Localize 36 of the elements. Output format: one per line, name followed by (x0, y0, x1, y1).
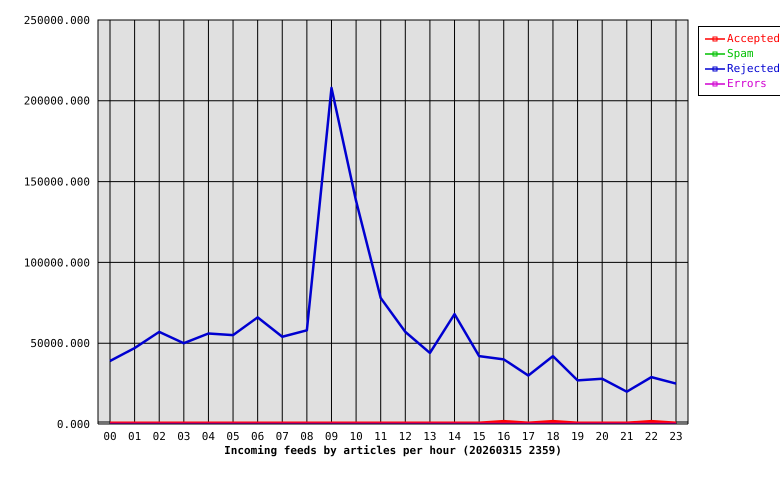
y-tick-label: 250000.000 (24, 14, 90, 27)
x-tick-label: 06 (251, 430, 264, 443)
x-tick-label: 07 (276, 430, 289, 443)
x-tick-label: 18 (546, 430, 560, 443)
x-tick-label: 11 (374, 430, 388, 443)
x-tick-label: 02 (152, 430, 166, 443)
x-tick-label: 23 (669, 430, 683, 443)
x-tick-label: 04 (202, 430, 216, 443)
y-tick-label: 50000.000 (30, 337, 90, 350)
x-tick-label: 21 (620, 430, 634, 443)
x-tick-label: 09 (324, 430, 338, 443)
x-tick-label: 08 (300, 430, 314, 443)
legend-label: Rejected (727, 61, 780, 76)
x-tick-label: 05 (226, 430, 240, 443)
x-tick-label: 16 (497, 430, 510, 443)
line-series (108, 86, 678, 393)
x-tick-label: 10 (349, 430, 363, 443)
x-tick-label: 22 (644, 430, 658, 443)
x-axis-title: Incoming feeds by articles per hour (20260315 2359) (223, 444, 563, 457)
x-tick-label: 13 (423, 430, 437, 443)
legend-label: Spam (727, 46, 754, 61)
y-tick-label: 0.000 (56, 418, 90, 431)
x-tick-label: 17 (522, 430, 535, 443)
x-tick-label: 15 (472, 430, 486, 443)
x-tick-label: 20 (596, 430, 609, 443)
x-tick-label: 12 (398, 430, 412, 443)
x-tick-label: 19 (570, 430, 584, 443)
y-tick-label: 200000.000 (24, 94, 90, 108)
y-tick-label: 150000.000 (24, 176, 90, 189)
y-tick-label: 100000.000 (24, 256, 90, 270)
x-tick-label: 01 (128, 430, 142, 443)
legend-label: Errors (727, 76, 767, 91)
legend-label: Accepted (727, 31, 780, 46)
x-tick-label: 00 (103, 430, 117, 443)
x-tick-label: 14 (448, 430, 462, 443)
x-tick-label: 03 (177, 430, 190, 443)
